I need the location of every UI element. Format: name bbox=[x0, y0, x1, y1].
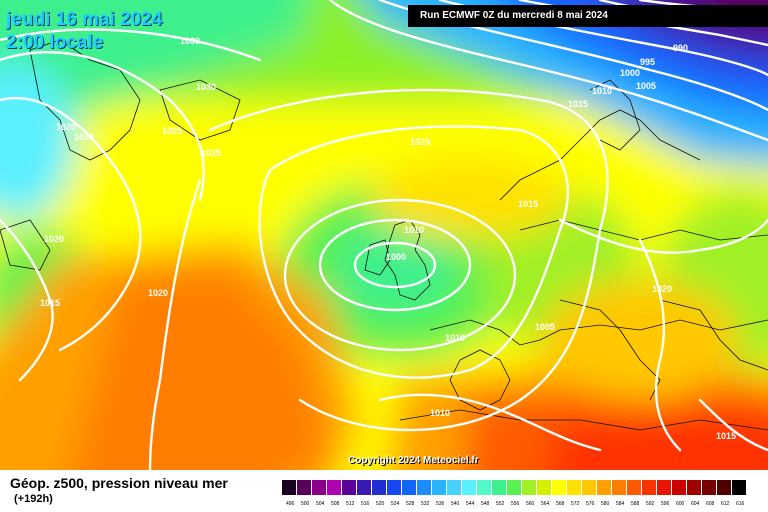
scale-cell bbox=[687, 480, 702, 495]
date-label: jeudi 16 mai 2024 bbox=[6, 9, 163, 30]
legend-footer: Géop. z500, pression niveau mer (+192h) … bbox=[0, 470, 768, 512]
scale-cell bbox=[402, 480, 417, 495]
isobar-label: 1030 bbox=[196, 82, 216, 92]
scale-cell bbox=[507, 480, 522, 495]
scale-tick-label: 564 bbox=[541, 501, 550, 507]
color-scale bbox=[282, 480, 747, 495]
scale-tick-label: 560 bbox=[526, 501, 535, 507]
scale-tick-label: 604 bbox=[691, 501, 700, 507]
scale-cell bbox=[447, 480, 462, 495]
weather-map: 1030 1030 1020 1020 1025 1025 1020 1020 … bbox=[0, 0, 768, 470]
isobar-label: 1020 bbox=[652, 284, 672, 294]
isobar-label: 995 bbox=[640, 57, 655, 67]
scale-cell bbox=[717, 480, 732, 495]
scale-tick-label: 552 bbox=[496, 501, 505, 507]
isobar-label: 1015 bbox=[568, 99, 588, 109]
isobar-label: 1005 bbox=[535, 322, 555, 332]
isobar-label: 1010 bbox=[430, 408, 450, 418]
scale-cell bbox=[432, 480, 447, 495]
scale-tick-label: 612 bbox=[721, 501, 730, 507]
scale-tick-label: 524 bbox=[391, 501, 400, 507]
scale-tick-label: 556 bbox=[511, 501, 520, 507]
scale-tick-label: 608 bbox=[706, 501, 715, 507]
scale-tick-label: 616 bbox=[736, 501, 745, 507]
scale-tick-label: 520 bbox=[376, 501, 385, 507]
scale-tick-label: 568 bbox=[556, 501, 565, 507]
legend-title: Géop. z500, pression niveau mer bbox=[10, 475, 228, 491]
scale-cell bbox=[702, 480, 717, 495]
scale-cell bbox=[552, 480, 567, 495]
scale-cell bbox=[642, 480, 657, 495]
run-banner: Run ECMWF 0Z du mercredi 8 mai 2024 bbox=[408, 5, 768, 27]
scale-cell bbox=[462, 480, 477, 495]
scale-tick-label: 580 bbox=[601, 501, 610, 507]
isobar-label: 1000 bbox=[620, 68, 640, 78]
scale-tick-label: 528 bbox=[406, 501, 415, 507]
isobar-label: 1015 bbox=[518, 199, 538, 209]
isobar-label: 1020 bbox=[74, 132, 94, 142]
scale-cell bbox=[417, 480, 432, 495]
isobar-label: 1010 bbox=[445, 333, 465, 343]
isobar-label: 1020 bbox=[148, 288, 168, 298]
coastlines bbox=[0, 39, 768, 431]
scale-tick-label: 548 bbox=[481, 501, 490, 507]
scale-tick-label: 504 bbox=[316, 501, 325, 507]
scale-cell bbox=[477, 480, 492, 495]
scale-tick-label: 572 bbox=[571, 501, 580, 507]
isobar-label: 1030 bbox=[180, 36, 200, 46]
scale-tick-label: 508 bbox=[331, 501, 340, 507]
scale-tick-label: 536 bbox=[436, 501, 445, 507]
scale-tick-label: 540 bbox=[451, 501, 460, 507]
isobar-label: 1010 bbox=[404, 225, 424, 235]
isobar-label: 1005 bbox=[636, 81, 656, 91]
scale-tick-label: 584 bbox=[616, 501, 625, 507]
isobar-labels: 1030 1030 1020 1020 1025 1025 1020 1020 … bbox=[40, 36, 736, 441]
isobar-label: 1020 bbox=[44, 234, 64, 244]
scale-cell bbox=[522, 480, 537, 495]
isobar-label: 1020 bbox=[56, 122, 76, 132]
isobar-label: 1015 bbox=[40, 298, 60, 308]
isobar-label: 1025 bbox=[201, 148, 221, 158]
local-time-label: 2:00 locale bbox=[6, 32, 104, 53]
copyright: Copyright 2024 Meteociel.fr bbox=[348, 455, 479, 466]
isobar-label: 1020 bbox=[410, 137, 430, 147]
scale-tick-label: 576 bbox=[586, 501, 595, 507]
scale-cell bbox=[327, 480, 342, 495]
forecast-date: jeudi 16 mai 2024 2:00 locale bbox=[6, 8, 162, 54]
scale-cell bbox=[372, 480, 387, 495]
scale-cell bbox=[732, 480, 747, 495]
scale-tick-label: 600 bbox=[676, 501, 685, 507]
scale-cell bbox=[672, 480, 687, 495]
scale-cell bbox=[492, 480, 507, 495]
scale-tick-label: 592 bbox=[646, 501, 655, 507]
scale-cell bbox=[357, 480, 372, 495]
scale-cell bbox=[597, 480, 612, 495]
scale-tick-label: 596 bbox=[661, 501, 670, 507]
isobar-label: 1015 bbox=[716, 431, 736, 441]
scale-tick-label: 496 bbox=[286, 501, 295, 507]
scale-cell bbox=[282, 480, 297, 495]
isobar-label: 1010 bbox=[592, 86, 612, 96]
scale-cell bbox=[612, 480, 627, 495]
scale-cell bbox=[657, 480, 672, 495]
scale-cell bbox=[627, 480, 642, 495]
scale-cell bbox=[297, 480, 312, 495]
scale-tick-label: 532 bbox=[421, 501, 430, 507]
scale-cell bbox=[342, 480, 357, 495]
color-scale-ticks: 496 500 504 508 512 516 520 524 528 532 536 540 544 5… bbox=[286, 501, 751, 507]
scale-cell bbox=[312, 480, 327, 495]
isobar-label: 990 bbox=[673, 43, 688, 53]
scale-tick-label: 500 bbox=[301, 501, 310, 507]
scale-tick-label: 512 bbox=[346, 501, 355, 507]
isobar-label: 1000 bbox=[386, 252, 406, 262]
isobar-label: 1025 bbox=[162, 126, 182, 136]
scale-cell bbox=[567, 480, 582, 495]
scale-tick-label: 588 bbox=[631, 501, 640, 507]
forecast-lead: (+192h) bbox=[14, 493, 53, 505]
scale-cell bbox=[387, 480, 402, 495]
scale-tick-label: 516 bbox=[361, 501, 370, 507]
scale-cell bbox=[582, 480, 597, 495]
scale-cell bbox=[537, 480, 552, 495]
scale-tick-label: 544 bbox=[466, 501, 475, 507]
